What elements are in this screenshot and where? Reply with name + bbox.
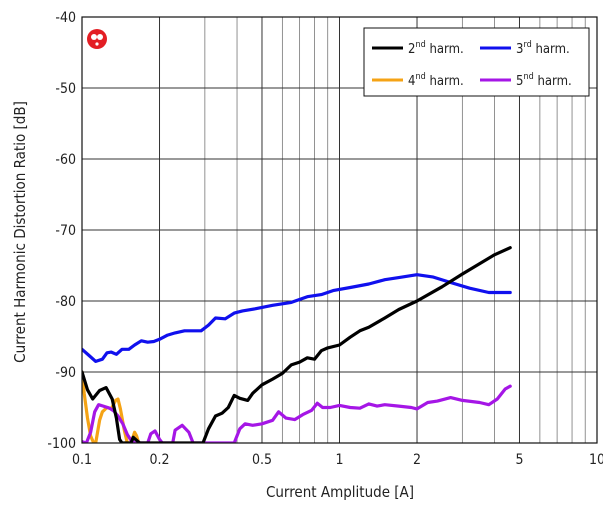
x-axis-title: Current Amplitude [A] (266, 483, 414, 501)
badge-dot-left (91, 34, 97, 40)
y-tick-label: -80 (55, 294, 76, 310)
badge-circle (87, 29, 107, 49)
legend-label: 5nd harm. (516, 72, 572, 89)
legend-label: 4nd harm. (408, 72, 464, 89)
y-tick-label: -100 (47, 436, 76, 452)
y-tick-label: -40 (55, 10, 76, 26)
x-tick-label: 5 (515, 452, 523, 468)
y-tick-label: -70 (55, 223, 76, 239)
badge-dot-right (97, 34, 103, 40)
legend-label: 3rd harm. (516, 40, 570, 57)
badge-icon (87, 29, 107, 49)
series-layer (82, 246, 512, 443)
x-tick-label: 0.1 (72, 452, 92, 468)
series-line-3rd-harm- (82, 273, 512, 363)
series-line-5nd-harm- (82, 384, 512, 443)
y-tick-label: -60 (55, 152, 76, 168)
series-line-2nd-harm- (82, 246, 512, 443)
legend-box (363, 27, 590, 97)
x-tick-label: 0.2 (149, 452, 169, 468)
plot-frame (81, 16, 598, 444)
x-tick-label: 2 (413, 452, 421, 468)
x-tick-label: 0.5 (252, 452, 272, 468)
legend: 2nd harm. 3rd harm. 4nd harm. 5nd harm. (363, 27, 590, 97)
badge-dot-bottom (95, 42, 99, 46)
x-tick-labels: 0.1 0.2 0.5 1 2 5 10 (72, 452, 603, 468)
x-tick-label: 10 (589, 452, 603, 468)
y-tick-label: -90 (55, 365, 76, 381)
legend-label: 2nd harm. (408, 40, 464, 57)
x-tick-label: 1 (335, 452, 343, 468)
y-tick-label: -50 (55, 81, 76, 97)
y-axis-title: Current Harmonic Distortion Ratio [dB] (11, 101, 29, 363)
y-tick-labels: -40 -50 -60 -70 -80 -90 -100 (47, 10, 76, 452)
